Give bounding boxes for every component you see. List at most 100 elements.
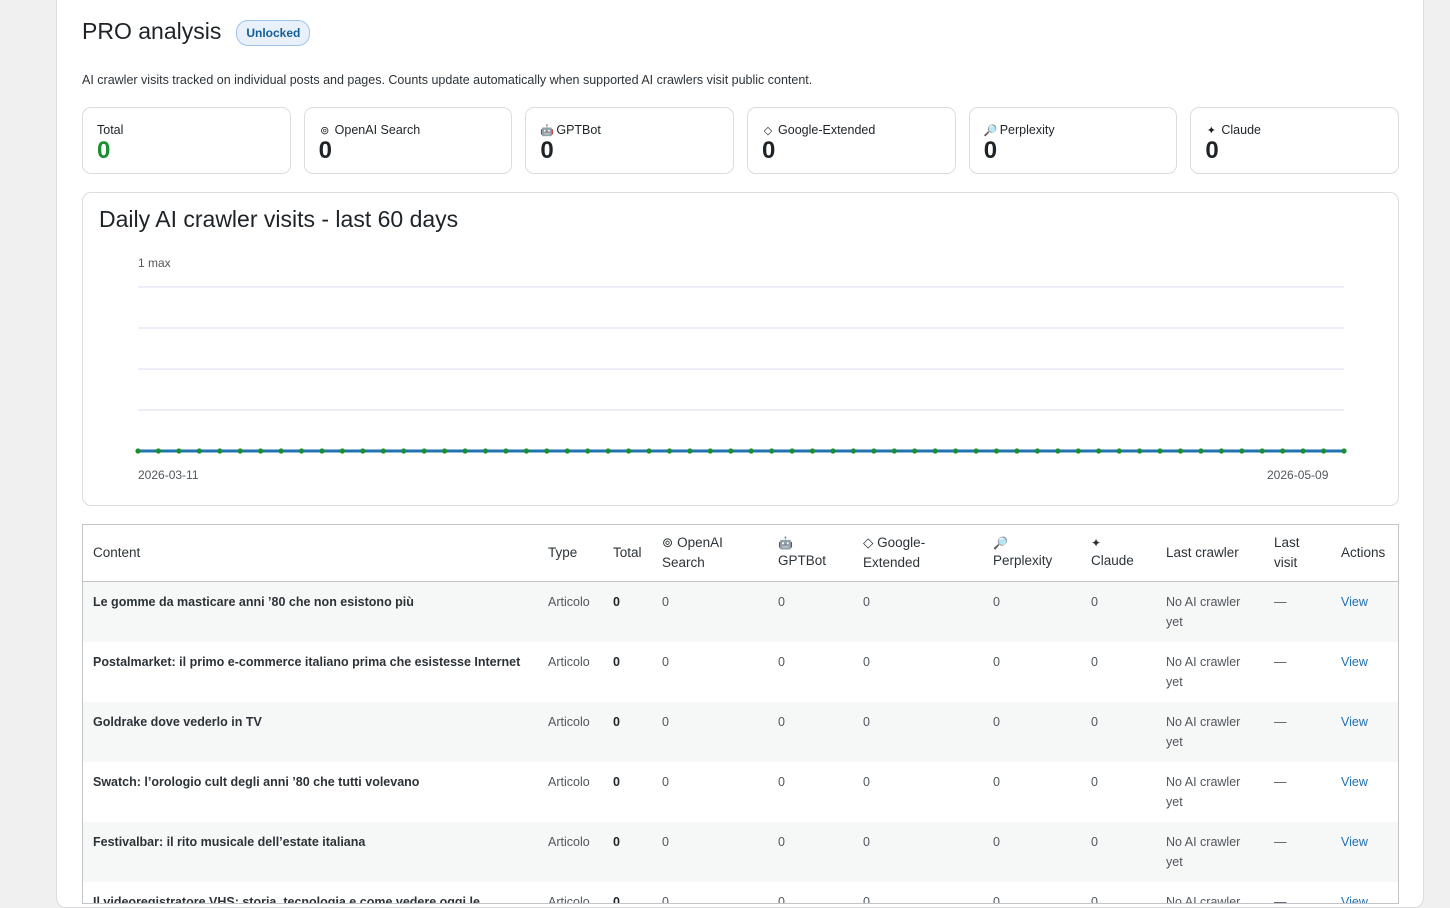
diamond-icon: ◇	[863, 535, 874, 550]
row-perplexity-count: 0	[983, 822, 1081, 882]
data-point	[953, 448, 959, 454]
row-openai-count: 0	[662, 655, 669, 669]
view-link[interactable]: View	[1341, 775, 1368, 789]
row-type: Articolo	[548, 775, 590, 789]
card-label: OpenAI Search	[334, 123, 421, 137]
col-actions: Actions	[1331, 525, 1398, 582]
view-link[interactable]: View	[1341, 895, 1368, 904]
row-last-crawler: No AI crawler yet	[1156, 822, 1264, 882]
row-actions: View	[1331, 882, 1398, 904]
data-point	[626, 448, 632, 454]
magnifier-icon: 🔎	[993, 536, 1008, 550]
data-point	[891, 448, 897, 454]
card-openai-search: ⊚ OpenAI Search 0	[303, 107, 513, 174]
view-link[interactable]: View	[1341, 835, 1368, 849]
row-actions: View	[1331, 642, 1398, 702]
chart-title: Daily AI crawler visits - last 60 days	[99, 206, 459, 232]
data-point	[298, 448, 305, 454]
data-point	[707, 448, 713, 454]
row-title: Il videoregistratore VHS: storia, tecnol…	[93, 895, 480, 904]
data-point	[666, 448, 673, 454]
row-total: 0	[603, 822, 652, 882]
data-point	[1341, 448, 1347, 454]
table-row: Festivalbar: il rito musicale dell’estat…	[83, 822, 1398, 882]
row-total: 0	[613, 655, 620, 669]
card-value: 0	[1205, 137, 1219, 164]
content-table: Content Type Total ⊚ OpenAI Search 🤖 GPTB…	[83, 525, 1398, 904]
x-start-label: 2026-03-11	[138, 468, 199, 482]
card-google-extended: ◇ Google-Extended 0	[747, 107, 956, 174]
data-point	[993, 448, 1000, 454]
card-label: Total	[97, 123, 124, 137]
row-google-count: 0	[853, 581, 983, 642]
row-gptbot-count: 0	[768, 702, 853, 762]
data-point	[809, 448, 816, 454]
row-gptbot-count: 0	[778, 775, 785, 789]
data-point	[1014, 448, 1020, 454]
data-point	[769, 448, 775, 454]
data-point	[830, 448, 836, 454]
data-point	[360, 448, 366, 454]
content-table-wrapper: Content Type Total ⊚ OpenAI Search 🤖 GPTB…	[82, 524, 1399, 904]
card-value: 0	[97, 137, 111, 164]
table-row: Postalmarket: il primo e-commerce italia…	[83, 642, 1398, 702]
card-label: Claude	[1221, 123, 1261, 137]
col-last-visit[interactable]: Last visit	[1264, 525, 1331, 582]
row-openai-count: 0	[662, 895, 669, 904]
robot-icon: 🤖	[540, 124, 555, 137]
col-total[interactable]: Total	[603, 525, 652, 582]
col-type[interactable]: Type	[538, 525, 603, 582]
col-content[interactable]: Content	[83, 525, 538, 582]
data-point	[932, 448, 938, 454]
row-type: Articolo	[548, 655, 590, 669]
view-link[interactable]: View	[1341, 715, 1368, 729]
view-link[interactable]: View	[1341, 595, 1368, 609]
data-point	[523, 448, 529, 454]
row-google-count: 0	[853, 702, 983, 762]
row-title: Postalmarket: il primo e-commerce italia…	[93, 655, 521, 669]
data-point	[135, 448, 141, 454]
row-last-visit: —	[1274, 775, 1287, 789]
data-point	[1055, 448, 1061, 454]
data-point	[912, 448, 918, 454]
col-last-crawler[interactable]: Last crawler	[1156, 525, 1264, 582]
row-last-visit: —	[1274, 655, 1287, 669]
x-end-label: 2026-05-09	[1267, 468, 1329, 482]
col-gptbot[interactable]: 🤖 GPTBot	[768, 525, 853, 582]
row-claude-count: 0	[1081, 702, 1156, 762]
col-google-extended[interactable]: ◇ Google-Extended	[853, 525, 983, 582]
table-row: Il videoregistratore VHS: storia, tecnol…	[83, 882, 1398, 904]
data-point	[687, 448, 693, 454]
col-claude[interactable]: ✦ Claude	[1081, 525, 1156, 582]
row-actions: View	[1331, 702, 1398, 762]
row-actions: View	[1331, 581, 1398, 642]
col-openai-search[interactable]: ⊚ OpenAI Search	[652, 525, 768, 582]
row-last-crawler: No AI crawler yet	[1156, 702, 1264, 762]
col-perplexity[interactable]: 🔎 Perplexity	[983, 525, 1081, 582]
data-point	[278, 448, 284, 454]
table-row: Swatch: l’orologio cult degli anni ’80 c…	[83, 762, 1398, 822]
data-point	[646, 448, 652, 454]
row-total: 0	[603, 702, 652, 762]
row-gptbot-count: 0	[768, 822, 853, 882]
row-openai-count: 0	[652, 581, 768, 642]
card-gptbot: 🤖 GPTBot 0	[525, 107, 735, 174]
data-point	[1280, 448, 1286, 454]
row-total: 0	[613, 895, 620, 904]
data-point	[1239, 448, 1245, 454]
row-gptbot-count: 0	[778, 655, 785, 669]
data-point	[442, 448, 448, 454]
data-point	[380, 448, 386, 454]
card-label: GPTBot	[556, 123, 601, 137]
row-type: Articolo	[538, 581, 603, 642]
view-link[interactable]: View	[1341, 655, 1368, 669]
card-claude: ✦ Claude 0	[1190, 107, 1400, 174]
row-total: 0	[613, 775, 620, 789]
row-gptbot-count: 0	[778, 895, 785, 904]
data-point	[1157, 448, 1163, 454]
data-point	[544, 448, 550, 454]
data-point	[564, 448, 570, 454]
row-last-visit: —	[1274, 895, 1287, 904]
row-title: Festivalbar: il rito musicale dell’estat…	[83, 822, 538, 882]
data-point	[1300, 448, 1306, 454]
